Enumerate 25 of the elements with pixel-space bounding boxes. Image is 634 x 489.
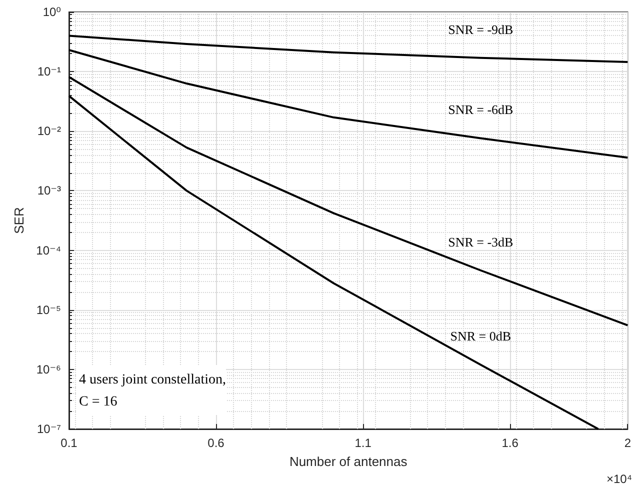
y-tick-label: 10⁻⁴ [36,243,61,258]
x-tick-label: 0.6 [208,436,225,450]
x-tick-label: 1.6 [502,436,519,450]
line-series [68,49,629,159]
y-tick-label: 10⁻¹ [37,64,61,79]
x-tick-label: 2 [624,436,632,450]
y-tick-label: 10⁻⁷ [36,422,61,436]
series-label: SNR = 0dB [450,328,512,344]
x-axis-title: Number of antennas [289,454,408,469]
annotation: 4 users joint constellation, C = 16 [79,372,226,410]
y-tick-label: 10⁻⁵ [36,302,62,317]
line-series [68,76,629,326]
series-label: SNR = -3dB [448,234,514,250]
y-tick-label: 10⁻² [37,124,61,138]
y-axis-title: SER [11,207,26,234]
x-tick-label: 0.1 [60,436,78,450]
y-tick-label: 10⁻⁶ [36,362,62,376]
y-tick-label: 10⁰ [42,5,62,19]
line-series [68,94,600,430]
series-label: SNR = -6dB [448,102,514,118]
text: ×10⁴ [606,472,632,486]
series-label: SNR = -9dB [448,22,514,37]
line-series [68,34,629,63]
x-tick-label: 1.1 [354,436,372,450]
y-tick-label: 10⁻³ [37,184,61,198]
